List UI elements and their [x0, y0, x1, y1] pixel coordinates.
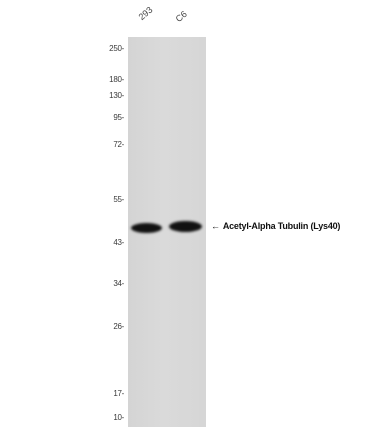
- left-arrow-icon: ←: [211, 221, 220, 231]
- marker-26: 26-: [113, 322, 124, 331]
- marker-250: 250-: [109, 44, 124, 53]
- lane-label-293: 293: [136, 4, 155, 22]
- protein-band-c6: [169, 221, 202, 232]
- marker-55: 55-: [113, 195, 124, 204]
- marker-130: 130-: [109, 91, 124, 100]
- marker-10: 10-: [113, 413, 124, 422]
- protein-band-293: [131, 223, 162, 233]
- marker-17: 17-: [113, 389, 124, 398]
- marker-72: 72-: [113, 140, 124, 149]
- marker-43: 43-: [113, 238, 124, 247]
- lane-label-c6: C6: [173, 8, 189, 24]
- marker-180: 180-: [109, 75, 124, 84]
- band-annotation: ← Acetyl-Alpha Tubulin (Lys40): [211, 221, 340, 231]
- band-annotation-label: Acetyl-Alpha Tubulin (Lys40): [222, 221, 341, 231]
- marker-95: 95-: [113, 113, 124, 122]
- marker-34: 34-: [113, 279, 124, 288]
